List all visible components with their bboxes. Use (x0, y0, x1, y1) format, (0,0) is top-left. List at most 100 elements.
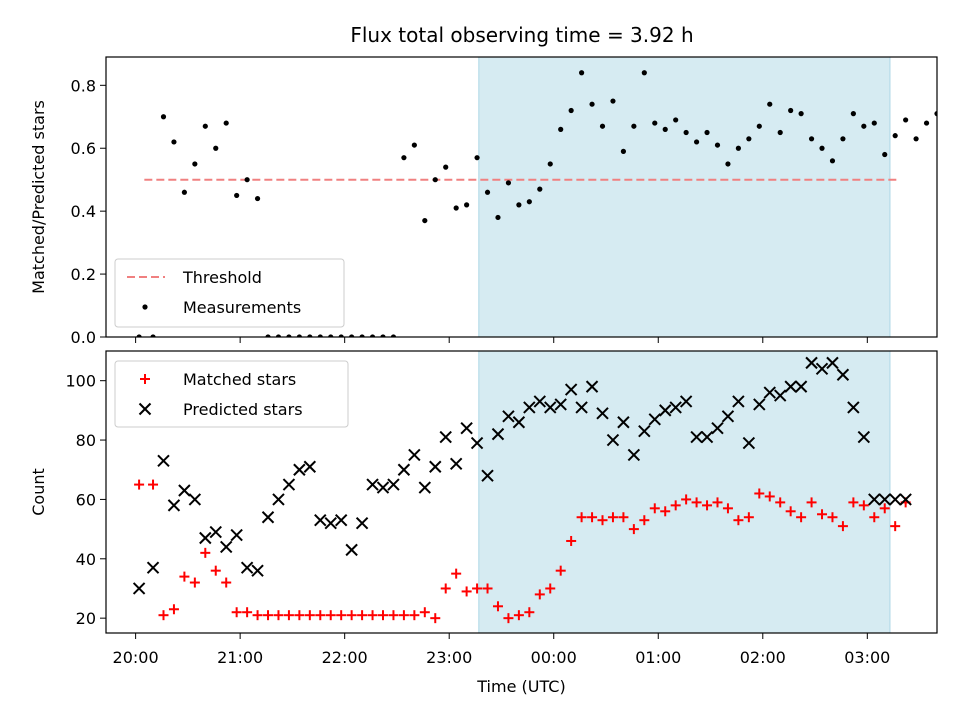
x-tick-label: 23:00 (426, 648, 472, 667)
matched-point (294, 610, 305, 621)
matched-point (273, 610, 284, 621)
predicted-point (272, 493, 285, 506)
predicted-point (502, 410, 515, 423)
matched-point (378, 610, 388, 621)
legend-label: Matched stars (183, 370, 296, 389)
matched-point (566, 535, 577, 546)
matched-point (890, 521, 901, 532)
measurement-point (160, 114, 167, 120)
predicted-point (408, 448, 421, 462)
measurement-point (537, 186, 543, 192)
measurement-point (422, 217, 428, 224)
matched-point (346, 610, 357, 621)
predicted-point (711, 421, 724, 435)
matched-point (315, 610, 326, 621)
predicted-point (659, 404, 672, 417)
matched-point (158, 610, 169, 621)
measurement-point (861, 123, 867, 129)
predicted-point (251, 564, 264, 577)
x-axis-label: Time (UTC) (476, 677, 565, 696)
measurement-point (453, 205, 459, 211)
measurement-point (746, 136, 752, 142)
matched-point (221, 577, 232, 588)
matched-point (764, 491, 775, 502)
matched-point (200, 547, 211, 558)
predicted-point (282, 478, 296, 491)
matched-point (148, 479, 159, 490)
measurement-point (850, 111, 856, 117)
measurement-point (516, 202, 522, 208)
matched-point (304, 610, 315, 621)
predicted-point (366, 478, 379, 491)
measurement-point (641, 70, 647, 76)
predicted-point (847, 401, 860, 414)
matched-point (817, 509, 828, 520)
matched-point (388, 610, 399, 621)
measurement-point (756, 123, 762, 129)
matched-point (754, 488, 765, 499)
matched-point (796, 512, 807, 523)
measurement-point (819, 145, 825, 151)
y-tick-label: 20 (76, 609, 96, 628)
predicted-point (868, 493, 881, 506)
matched-point (691, 497, 702, 508)
matched-point (283, 610, 294, 621)
observing-span (478, 350, 891, 634)
predicted-point (512, 416, 526, 429)
predicted-point (261, 511, 275, 524)
matched-point (252, 610, 263, 621)
predicted-point (679, 395, 693, 408)
measurement-point (464, 202, 470, 208)
matched-point (492, 601, 503, 612)
predicted-point (627, 448, 641, 462)
matched-point (189, 577, 200, 588)
predicted-point (523, 401, 536, 414)
legend-label: Threshold (182, 268, 262, 287)
predicted-point (230, 528, 243, 542)
matched-point (513, 610, 524, 621)
measurement-point (892, 133, 898, 139)
y-tick-label: 40 (76, 550, 96, 569)
measurement-point (558, 126, 564, 132)
predicted-point (544, 401, 557, 414)
count-panel: 20 40 60 80 100 20:00 21:00 22:00 23:00 00:00 01:0… (29, 350, 938, 696)
matched-point (503, 613, 514, 624)
matched-point (597, 515, 608, 526)
predicted-point (899, 493, 912, 506)
matched-point (242, 607, 253, 618)
predicted-point (794, 380, 808, 393)
matched-point (134, 479, 145, 490)
measurement-point (945, 127, 950, 132)
measurement-point (631, 123, 637, 129)
predicted-point (815, 362, 829, 376)
measurement-point (171, 139, 177, 145)
measurement-point (673, 117, 679, 123)
measurement-point (317, 334, 323, 337)
axes-frame (105, 350, 938, 634)
predicted-point (700, 430, 714, 444)
matched-point (827, 512, 838, 523)
axes-frame (105, 56, 938, 338)
legend-box (114, 258, 345, 328)
predicted-point (293, 463, 306, 476)
matched-point (879, 503, 890, 514)
predicted-point (585, 380, 599, 393)
predicted-point (690, 430, 703, 444)
predicted-point (167, 499, 181, 512)
measurement-point (652, 120, 658, 126)
predicted-point (888, 493, 902, 506)
matched-point (576, 512, 587, 523)
matched-point (461, 586, 472, 597)
predicted-point (314, 513, 327, 527)
predicted-point (857, 430, 871, 444)
x-tick-label: 21:00 (217, 648, 263, 667)
y-tick-label: 0.2 (71, 265, 96, 284)
predicted-point (805, 356, 818, 370)
measurement-point (349, 334, 355, 337)
measurement-point (192, 161, 198, 167)
matched-point (419, 607, 430, 618)
predicted-point (220, 540, 233, 554)
predicted-point (617, 416, 630, 429)
predicted-point (387, 478, 400, 491)
measurement-point (359, 334, 365, 337)
